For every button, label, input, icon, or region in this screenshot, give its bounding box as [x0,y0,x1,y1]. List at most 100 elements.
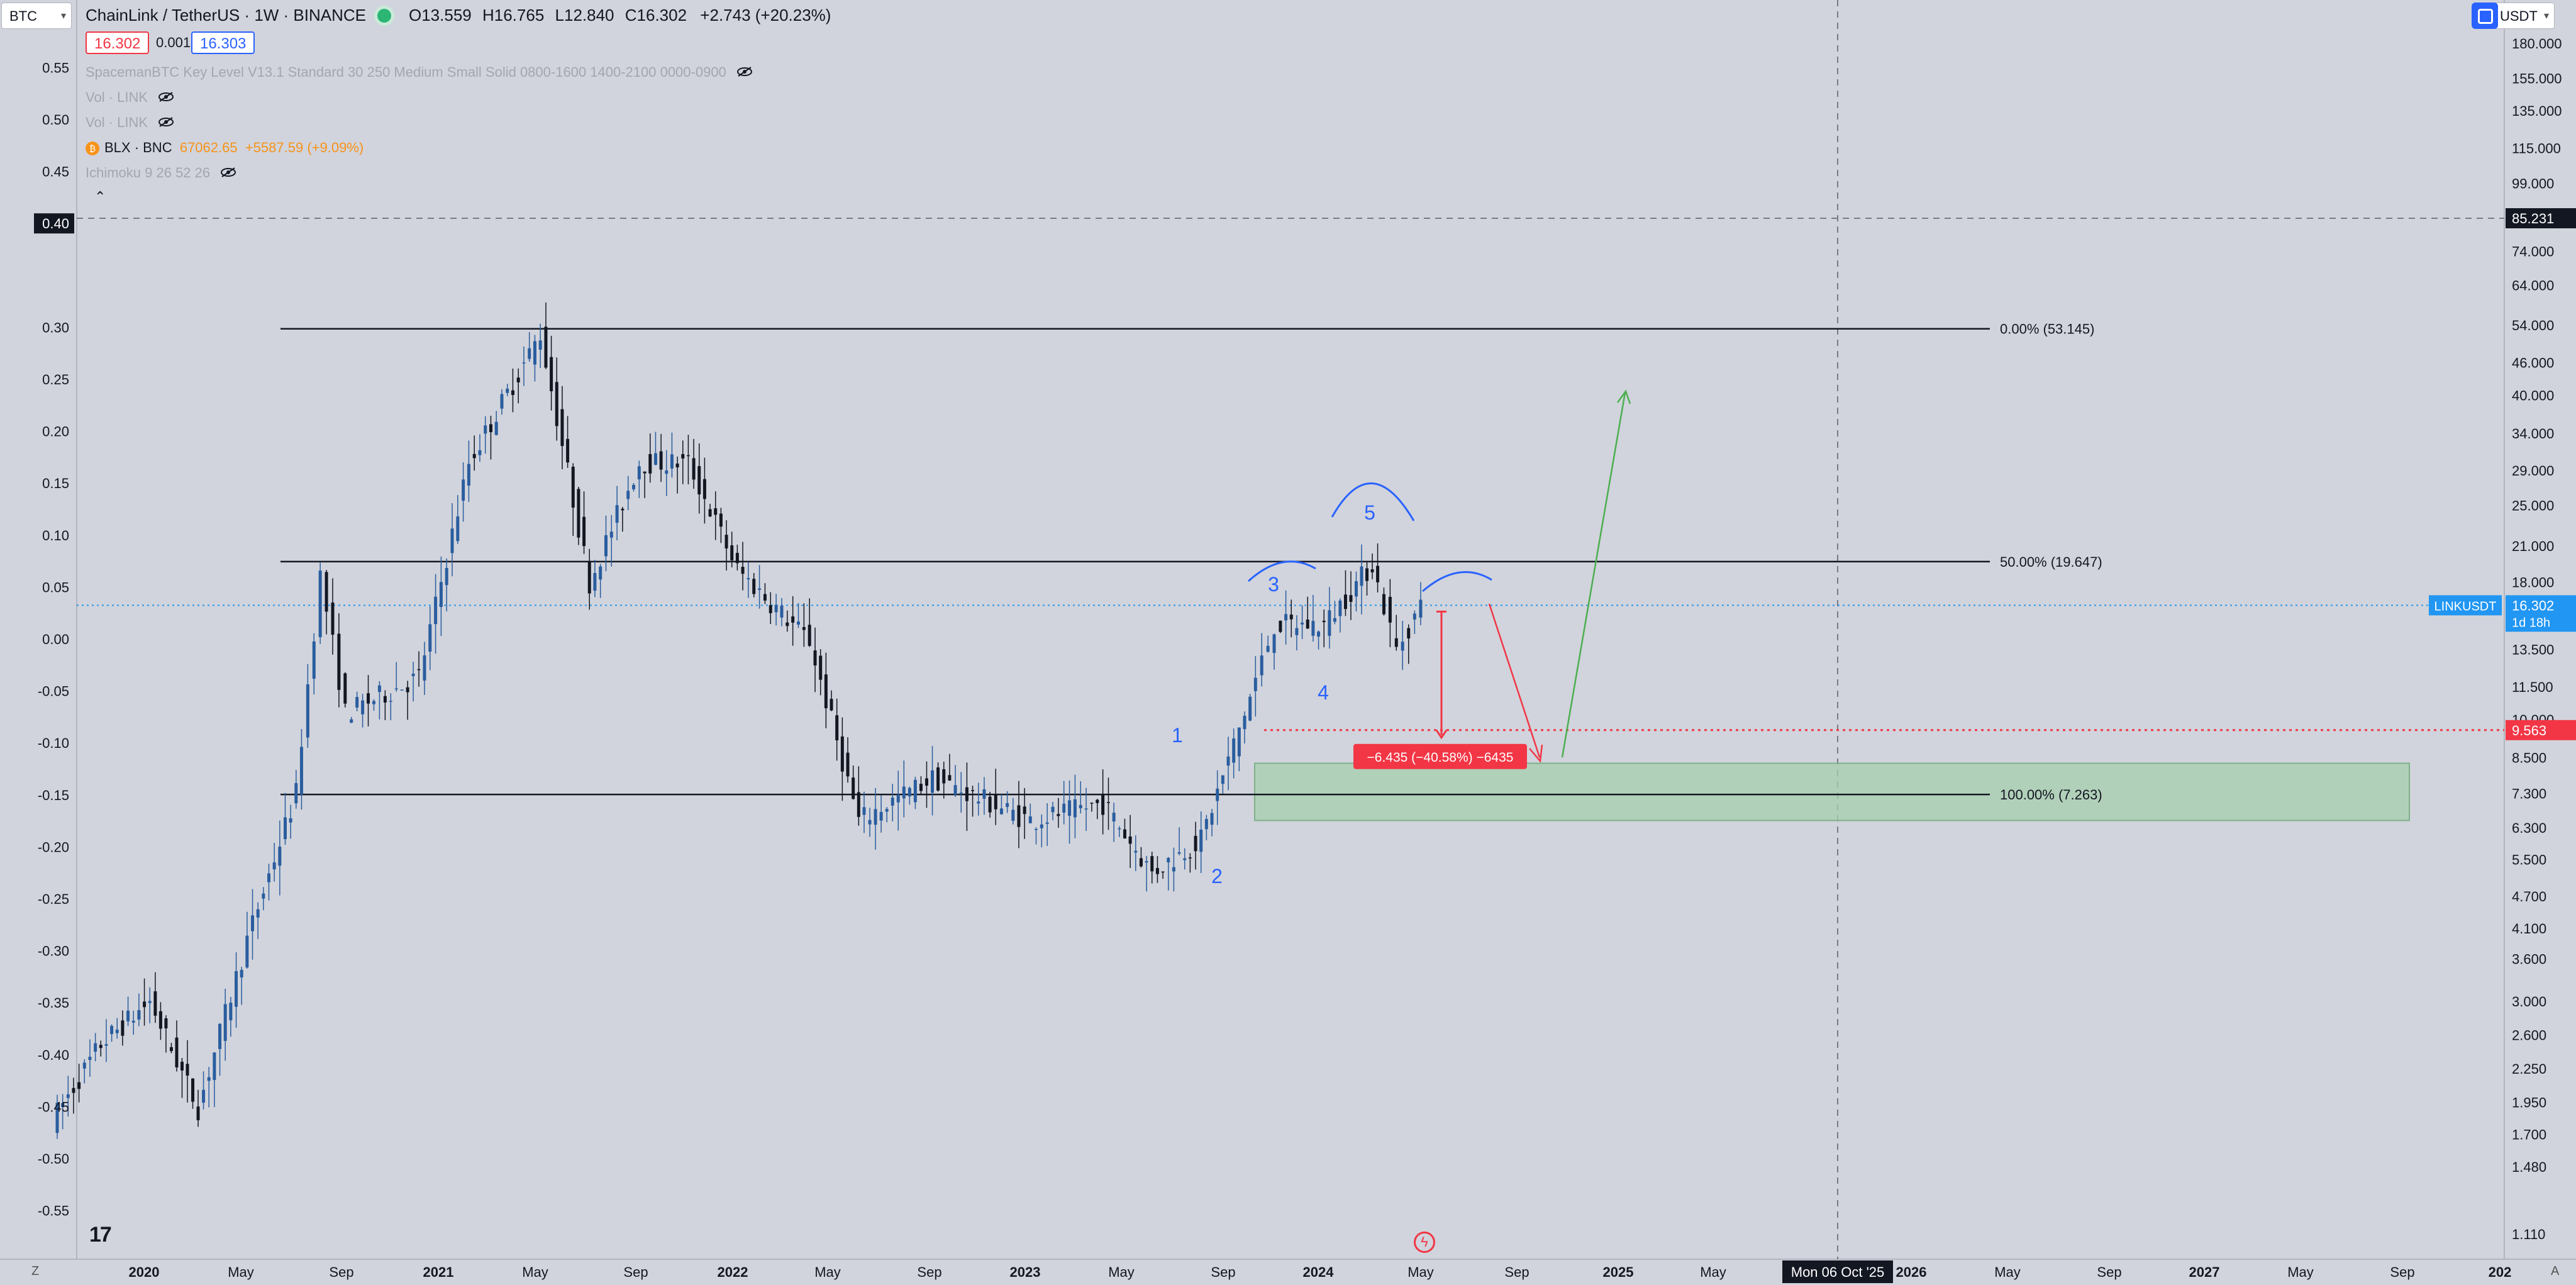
price-tick-label: 11.500 [2512,679,2553,695]
price-tick-label: 64.000 [2512,278,2554,294]
left-tick-label: -0.35 [38,995,69,1011]
candle-body [719,513,723,527]
candle-body [769,605,772,613]
symbol-title[interactable]: ChainLink / TetherUS · 1W · BINANCE [86,6,366,25]
indicator-blx[interactable]: ₿ BLX · BNC 67062.65 +5587.59 (+9.09%) [86,140,364,156]
candle-body [577,489,580,538]
candle-body [1051,806,1055,813]
price-tick-label: 1.110 [2512,1227,2545,1242]
candle-body [500,394,504,409]
left-tick-label: 0.25 [42,372,69,387]
candle-body [229,1003,233,1021]
indicator-ichimoku[interactable]: Ichimoku 9 26 52 26 [86,165,236,182]
eye-hidden-icon[interactable] [736,65,753,81]
chart-settings-button[interactable] [2472,3,2498,29]
candle-body [1376,565,1380,582]
timezone-button[interactable]: Z [31,1264,40,1278]
candle-body [115,1029,119,1033]
candle-body [560,409,564,447]
target-price-box[interactable] [2506,720,2576,740]
indicator-ichimoku-label: Ichimoku 9 26 52 26 [86,165,211,181]
candle-body [1266,645,1270,652]
candle-body [587,562,591,594]
price-tick-label: 4.100 [2512,921,2546,937]
currency-select[interactable]: USDT ▾ [2492,3,2555,29]
indicator-vol-2[interactable]: Vol · LINK [86,114,174,131]
indicator-keylevel[interactable]: SpacemanBTC Key Level V13.1 Standard 30 … [86,64,753,81]
collapse-legend-icon[interactable]: ⌃ [94,189,106,204]
auto-scale-button[interactable]: A [2551,1264,2560,1278]
candle-body [294,783,298,804]
candle-body [741,567,745,574]
candle-body [891,798,894,806]
candle-body [796,621,800,625]
crosshair-date-box [1782,1260,1893,1283]
candle-body [423,655,426,681]
candle-body [1034,828,1038,830]
candle-body [148,1001,152,1003]
lightning-icon[interactable]: ϟ [1414,1232,1435,1253]
left-shoulder-arc[interactable] [1247,560,1316,582]
left-tick-label: 0.30 [42,320,69,335]
candle-body [1145,861,1148,863]
candle-body [626,491,630,499]
eye-hidden-icon[interactable] [158,115,174,131]
projection-up-arrow[interactable] [1561,392,1626,758]
left-tick-label: 0.55 [42,60,69,75]
demand-zone-box[interactable] [1254,762,2410,821]
right-shoulder-arc[interactable] [1422,571,1492,592]
candle-body [791,616,795,623]
candle-body [77,1082,81,1089]
time-tick-label: May [228,1264,254,1280]
candle-body [763,594,767,601]
indicator-blx-label: BLX · BNC [104,140,172,155]
candle-body [555,382,558,426]
head-arc[interactable] [1331,482,1415,521]
time-tick-label: May [1700,1264,1726,1280]
indicator-vol-1[interactable]: Vol · LINK [86,89,174,106]
left-tick-label: -0.25 [38,891,69,907]
price-tick-label: 18.000 [2512,575,2554,591]
candle-body [110,1026,114,1034]
eye-hidden-icon[interactable] [158,90,174,106]
candle-body [533,341,536,365]
candle-body [158,1011,162,1029]
series-tag-box[interactable] [2429,595,2502,616]
candle-body [1419,599,1423,618]
left-tick-label: 0.50 [42,112,69,128]
projection-down-arrow[interactable] [1488,603,1541,758]
candle-body [55,1103,59,1133]
eye-hidden-icon[interactable] [220,165,236,182]
left-tick-label: -0.40 [38,1047,69,1063]
candle-body [714,508,718,515]
last-price-box[interactable] [2506,595,2576,632]
candle-body [1062,803,1066,813]
time-tick-label: 2022 [718,1264,748,1280]
candle-body [1260,655,1263,676]
time-tick-label: 2026 [1896,1264,1927,1280]
sell-price-button[interactable]: 16.302 [86,31,150,54]
time-tick-label: Sep [329,1264,353,1280]
candle-body [213,1052,216,1081]
candle-body [223,1004,227,1041]
candle-body [325,572,328,612]
time-tick-label: 2027 [2189,1264,2220,1280]
symbol-select[interactable]: BTC ▾ [1,3,72,29]
candle-body [355,697,359,708]
left-tick-label: -0.55 [38,1203,69,1219]
price-tick-label: 180.000 [2512,36,2562,52]
ohlc-low: L12.840 [555,6,614,25]
buy-price-button[interactable]: 16.303 [191,31,255,54]
candle-body [1090,803,1094,804]
candle-body [318,570,322,638]
candle-body [164,1018,168,1028]
candle-body [1243,716,1246,730]
candle-body [299,747,303,795]
candle-body [428,624,432,652]
projection-down-arrowhead [1529,744,1543,764]
candle-body [862,807,866,815]
candle-body [202,1089,206,1103]
candle-body [868,820,872,825]
candle-body [1073,799,1077,818]
